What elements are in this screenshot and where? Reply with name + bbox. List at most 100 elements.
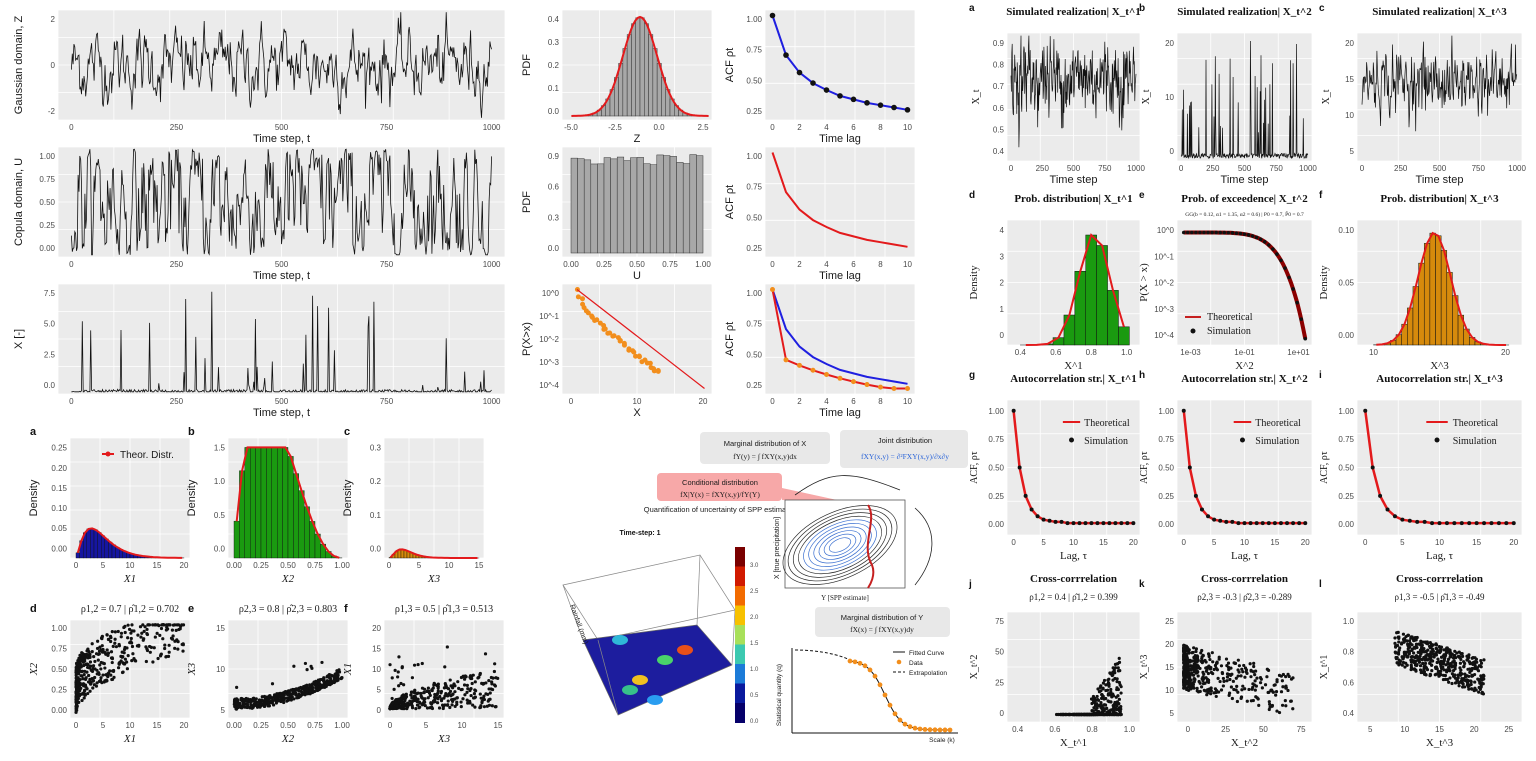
y-axis-label: X_t: [1141, 89, 1152, 104]
cross-point: [1186, 667, 1190, 671]
contour-ring: [813, 526, 867, 564]
curve-data-point: [927, 727, 933, 733]
cross-point: [1110, 673, 1114, 678]
cross-point: [1206, 688, 1210, 692]
scatter-point: [481, 696, 485, 700]
acf-panel: [765, 284, 915, 394]
panel-title: Simulated realization| X_t^1: [1006, 6, 1141, 18]
exceedance-point: [602, 326, 608, 332]
scatter-point: [472, 691, 476, 696]
scatter-point: [416, 697, 420, 701]
exceedance-point: [631, 349, 637, 355]
y-axis-label: ACF, ρτ: [969, 451, 980, 484]
y-tick-label: 1.0: [1343, 617, 1355, 626]
scatter-point: [397, 655, 401, 659]
cross-point: [1206, 678, 1211, 682]
cross-point: [1432, 655, 1436, 659]
cross-point: [1439, 669, 1443, 673]
curve-data-point: [847, 658, 853, 664]
exceedance-point: [1254, 235, 1259, 240]
y-tick-label: 0.6: [993, 104, 1005, 113]
scatter-point: [181, 649, 185, 653]
scatter-point: [484, 681, 488, 685]
rainfall-box-edge: [597, 639, 619, 716]
scatter-point: [426, 696, 430, 700]
histogram-bar: [616, 156, 625, 254]
x-tick-label: 20: [1129, 538, 1138, 547]
x-tick-label: 10: [903, 123, 912, 132]
y-tick-label: 15: [1165, 663, 1174, 672]
curve-data-point: [857, 660, 863, 666]
cross-point: [1291, 707, 1295, 711]
acf-simulation-point: [1467, 521, 1472, 526]
x-tick-label: 0: [770, 260, 775, 269]
scatter-point: [87, 666, 92, 670]
cross-point: [1260, 686, 1264, 690]
scatter-point: [139, 635, 143, 639]
y-tick-label: 1.00: [746, 15, 762, 24]
scatter-point: [85, 662, 89, 666]
acf-simulation-point: [1113, 521, 1118, 526]
cross-point: [1406, 655, 1410, 659]
x-tick-label: 0.50: [629, 260, 645, 269]
scatter-point: [329, 681, 333, 686]
density-bar: [108, 541, 113, 559]
x-axis-label: X3: [437, 733, 451, 745]
cross-point: [1231, 679, 1235, 683]
data-point: [770, 287, 775, 292]
cross-point: [1091, 709, 1095, 713]
scatter-point: [98, 663, 102, 667]
cross-point: [1215, 668, 1219, 672]
scatter-point: [164, 655, 168, 659]
x-tick-label: 750: [1270, 164, 1284, 173]
scatter-point: [405, 706, 409, 710]
scatter-point: [301, 691, 305, 695]
cross-point: [1417, 660, 1422, 664]
scatter-point: [105, 633, 109, 637]
y-tick-label: 0.3: [370, 444, 382, 453]
y-tick-label: 3: [1000, 252, 1005, 261]
curve-data-point: [907, 724, 913, 730]
y-tick-label: 0.50: [1338, 464, 1354, 473]
cross-point: [1422, 667, 1426, 671]
cross-point: [1429, 646, 1433, 650]
x-tick-label: 1000: [483, 397, 501, 406]
cross-point: [1463, 672, 1467, 676]
x-tick-label: 1e+01: [1287, 348, 1310, 357]
cross-point: [1446, 649, 1450, 653]
cross-point: [1189, 684, 1193, 688]
scatter-point: [176, 647, 180, 651]
acf-simulation-point: [1029, 507, 1034, 512]
x-tick-label: 5: [1041, 538, 1046, 547]
panel-title: Prob. distribution| X_t^3: [1380, 193, 1499, 205]
x-axis-label: X_t^3: [1426, 737, 1454, 749]
cross-point: [1117, 656, 1121, 660]
cross-point: [1411, 655, 1416, 659]
scatter-point: [393, 668, 397, 672]
cross-point: [1412, 651, 1416, 655]
cross-point: [1096, 710, 1100, 714]
y-tick-label: 50: [995, 648, 1004, 657]
scatter-point: [433, 695, 437, 699]
panel-letter: d: [969, 190, 975, 201]
x-tick-label: 0: [569, 397, 574, 406]
scatter-point: [130, 623, 134, 627]
y-tick-label: 0.20: [51, 464, 67, 473]
y-axis-label: X2: [28, 662, 40, 676]
scatter-point: [129, 636, 133, 641]
x-tick-label: 750: [380, 123, 394, 132]
cross-point: [1109, 687, 1113, 692]
cross-point: [1414, 642, 1419, 646]
y-tick-label: 0.0: [44, 381, 56, 390]
scatter-point: [299, 685, 303, 690]
scatter-point: [400, 666, 404, 670]
cross-point: [1429, 654, 1433, 659]
acf-simulation-point: [1504, 521, 1509, 526]
scatter-point: [143, 625, 147, 629]
x-tick-label: 0: [69, 397, 74, 406]
cross-point: [1190, 651, 1194, 655]
acf-simulation-point: [1017, 465, 1022, 470]
data-point: [769, 12, 776, 19]
scatter-point: [435, 692, 440, 696]
cross-point: [1096, 712, 1100, 717]
